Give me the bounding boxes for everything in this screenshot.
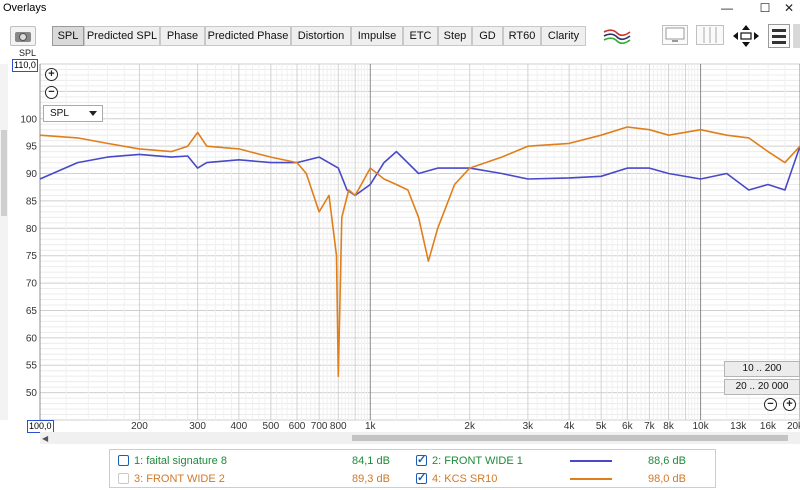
monitor-icon[interactable] xyxy=(662,25,688,45)
measurement-3-value: 89,3 dB xyxy=(352,473,390,485)
measurement-3-name: 3: FRONT WIDE 2 xyxy=(134,473,225,485)
y-tick-label: 50 xyxy=(26,388,38,399)
close-button[interactable]: ✕ xyxy=(783,1,795,15)
y-zoom-out-button[interactable]: − xyxy=(45,86,58,99)
x-tick-label: 200 xyxy=(131,421,148,432)
controls-icon[interactable] xyxy=(768,24,790,48)
columns-layout-icon[interactable] xyxy=(696,25,724,45)
move-arrows-icon[interactable] xyxy=(730,23,762,49)
x-tick-label: 10k xyxy=(693,421,710,432)
range-20-20000-button[interactable]: 20 .. 20 000 xyxy=(724,379,800,395)
y-tick-label: 60 xyxy=(26,333,38,344)
measurement-3-checkbox[interactable] xyxy=(118,473,129,484)
x-tick-label: 7k xyxy=(644,421,656,432)
horizontal-scrollbar[interactable]: ◀ xyxy=(40,432,800,444)
chevron-down-icon xyxy=(89,111,97,116)
x-zoom-in-button[interactable]: + xyxy=(783,398,796,411)
x-tick-label: 3k xyxy=(523,421,535,432)
more-icon[interactable] xyxy=(793,24,800,48)
tab-step[interactable]: Step xyxy=(438,26,472,46)
window-title: Overlays xyxy=(3,2,47,14)
vertical-scrollbar[interactable] xyxy=(0,64,8,420)
measurement-4-name: 4: KCS SR10 xyxy=(432,473,498,485)
x-tick-label: 16k xyxy=(760,421,777,432)
tab-predicted-phase[interactable]: Predicted Phase xyxy=(205,26,291,46)
x-tick-label: 300 xyxy=(189,421,206,432)
y-max-label[interactable]: 110,0 xyxy=(12,59,38,72)
tab-impulse[interactable]: Impulse xyxy=(351,26,403,46)
measure-select-value: SPL xyxy=(50,108,69,119)
legend-panel: 1: faital signature 8 84,1 dB 2: FRONT W… xyxy=(109,449,716,488)
title-bar: Overlays — ☐ ✕ xyxy=(0,0,800,18)
tab-rt60[interactable]: RT60 xyxy=(503,26,541,46)
x-tick-label: 13k xyxy=(730,421,747,432)
minimize-button[interactable]: — xyxy=(721,1,733,15)
measurement-4-checkbox[interactable] xyxy=(416,471,427,484)
measurement-4-value: 98,0 dB xyxy=(648,473,686,485)
x-tick-label: 700 xyxy=(311,421,328,432)
y-tick-label: 70 xyxy=(26,279,38,290)
tab-gd[interactable]: GD xyxy=(472,26,503,46)
x-tick-label: 20k xyxy=(787,421,800,432)
tab-etc[interactable]: ETC xyxy=(403,26,438,46)
vertical-scroll-thumb[interactable] xyxy=(1,130,7,216)
overlay-traces-icon[interactable] xyxy=(602,24,632,48)
toolbar: SPL SPL Predicted SPL Phase Predicted Ph… xyxy=(0,18,800,64)
y-tick-label: 90 xyxy=(26,169,38,180)
y-tick-label: 95 xyxy=(26,142,38,153)
x-tick-label: 800 xyxy=(330,421,347,432)
range-10-200-button[interactable]: 10 .. 200 xyxy=(724,361,800,377)
camera-icon[interactable] xyxy=(10,26,36,46)
tab-predicted-spl[interactable]: Predicted SPL xyxy=(84,26,160,46)
measurement-1-name: 1: faital signature 8 xyxy=(134,455,227,467)
legend-row: 3: FRONT WIDE 2 89,3 dB 4: KCS SR10 98,0… xyxy=(110,470,717,488)
y-tick-label: 55 xyxy=(26,361,38,372)
y-tick-label: 65 xyxy=(26,306,38,317)
measurement-1-value: 84,1 dB xyxy=(352,455,390,467)
y-tick-label: 85 xyxy=(26,196,38,207)
x-tick-label: 5k xyxy=(596,421,608,432)
tab-distortion[interactable]: Distortion xyxy=(291,26,351,46)
series-line-1[interactable] xyxy=(39,145,800,197)
measurement-2-swatch xyxy=(570,460,612,462)
y-zoom-in-button[interactable]: + xyxy=(45,68,58,81)
x-tick-label: 600 xyxy=(289,421,306,432)
measurement-4-swatch xyxy=(570,478,612,480)
measurement-1-checkbox[interactable] xyxy=(118,455,129,466)
tab-spl[interactable]: SPL xyxy=(52,26,84,46)
x-tick-label: 4k xyxy=(564,421,576,432)
x-tick-label: 500 xyxy=(263,421,280,432)
y-tick-label: 100 xyxy=(20,114,37,125)
camera-label: SPL xyxy=(19,48,37,58)
plot-area[interactable] xyxy=(40,64,800,420)
tab-clarity[interactable]: Clarity xyxy=(541,26,586,46)
x-zoom-out-button[interactable]: − xyxy=(764,398,777,411)
measurement-2-name: 2: FRONT WIDE 1 xyxy=(432,455,523,467)
spl-graph[interactable]: 100 95 90 85 80 75 70 65 60 55 50 200 300 400 500 600 70… xyxy=(0,60,800,432)
measure-select[interactable]: SPL xyxy=(43,105,103,122)
legend-row: 1: faital signature 8 84,1 dB 2: FRONT W… xyxy=(110,452,717,470)
y-tick-label: 75 xyxy=(26,251,38,262)
series-line-2[interactable] xyxy=(39,126,800,377)
horizontal-scroll-thumb[interactable] xyxy=(352,435,788,441)
x-tick-label: 2k xyxy=(464,421,476,432)
y-tick-label: 80 xyxy=(26,224,38,235)
measurement-2-checkbox[interactable] xyxy=(416,453,427,466)
x-tick-label: 400 xyxy=(231,421,248,432)
tab-phase[interactable]: Phase xyxy=(160,26,205,46)
x-tick-label: 1k xyxy=(365,421,377,432)
x-tick-label: 6k xyxy=(622,421,634,432)
x-tick-label: 8k xyxy=(663,421,675,432)
maximize-button[interactable]: ☐ xyxy=(759,1,771,15)
scroll-left-icon[interactable]: ◀ xyxy=(42,434,49,443)
measurement-2-value: 88,6 dB xyxy=(648,455,686,467)
